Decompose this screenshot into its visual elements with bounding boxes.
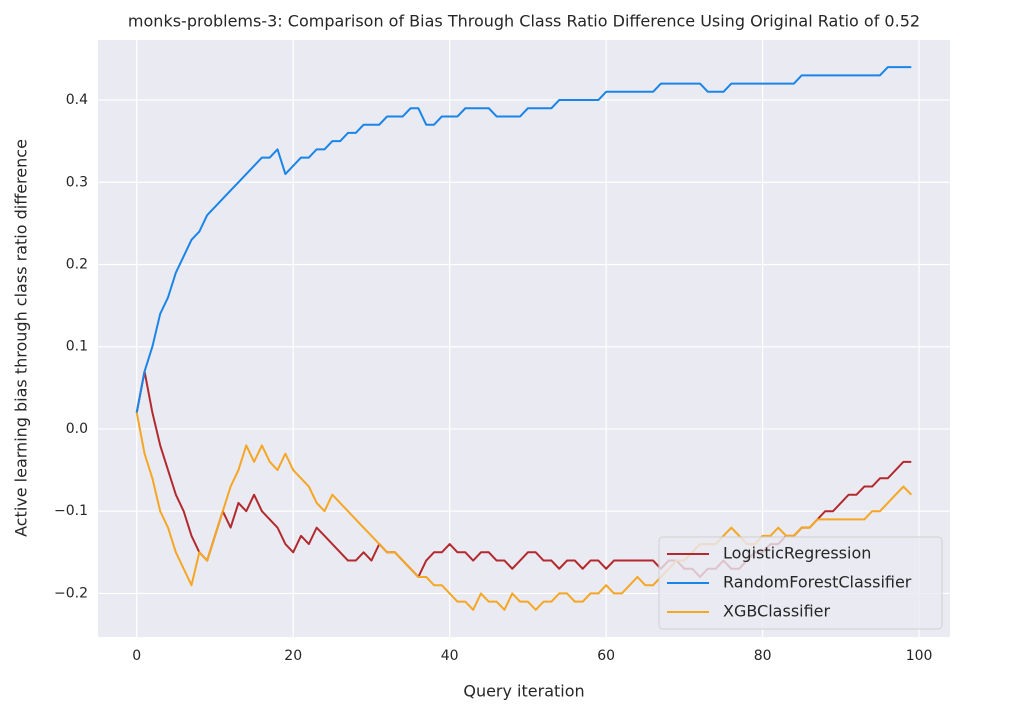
grid (98, 40, 950, 637)
x-tick-label: 40 (441, 648, 459, 664)
x-tick-label: 60 (597, 648, 615, 664)
legend-box (658, 536, 943, 630)
x-tick-label: 100 (906, 648, 933, 664)
legend-label: RandomForestClassifier (723, 573, 912, 592)
x-tick-label: 20 (284, 648, 302, 664)
x-axis-label: Query iteration (463, 682, 584, 701)
x-tick-label: 80 (754, 648, 772, 664)
chart-title: monks-problems-3: Comparison of Bias Thr… (128, 12, 920, 31)
legend: LogisticRegression RandomForestClassifier… (658, 536, 943, 630)
y-tick-label: 0.4 (66, 92, 88, 108)
y-tick-label: 0.3 (66, 174, 88, 190)
legend-label: LogisticRegression (723, 544, 871, 563)
y-tick-label: 0.2 (66, 256, 88, 272)
series-line (135, 66, 912, 413)
y-axis-label: Active learning bias through class ratio… (12, 139, 31, 537)
y-tick-label: −0.2 (54, 585, 88, 601)
y-tick-label: 0.1 (66, 339, 88, 355)
y-tick-label: −0.1 (54, 503, 88, 519)
series-line (135, 412, 912, 611)
y-tick-label: 0.0 (66, 421, 88, 437)
legend-label: XGBClassifier (723, 602, 831, 621)
x-tick-label: 0 (132, 648, 141, 664)
